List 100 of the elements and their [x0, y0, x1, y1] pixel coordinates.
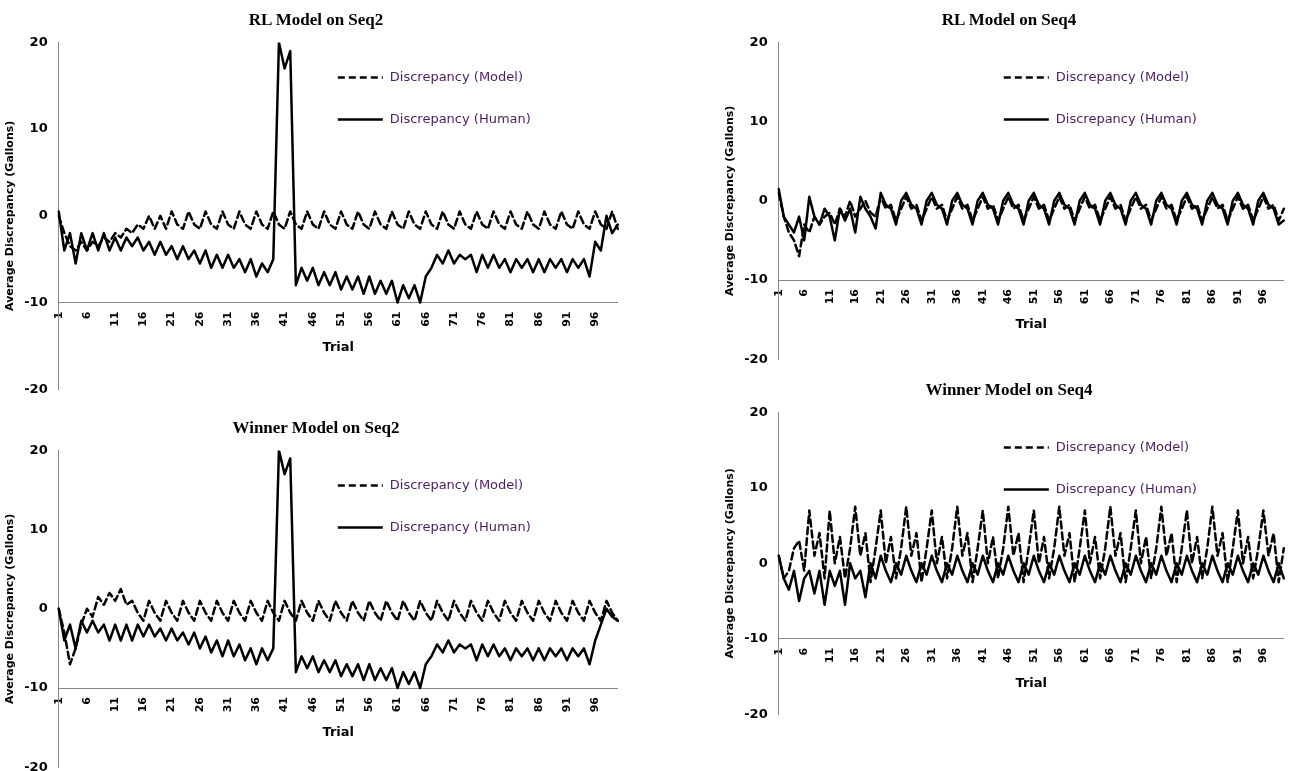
x-tick-label: 46 [305, 696, 319, 713]
y-tick-label: 10 [749, 479, 768, 495]
y-axis-title: Average Discrepancy (Gallons) [3, 120, 17, 311]
x-tick-label: 91 [1230, 289, 1244, 305]
x-tick-label: 16 [136, 311, 150, 327]
x-tick-label: 71 [1128, 647, 1142, 664]
y-tick-label: 0 [38, 600, 48, 616]
x-tick-label: 81 [503, 697, 517, 713]
x-tick-label: 56 [1052, 288, 1066, 305]
y-tick-label: 0 [38, 207, 48, 223]
x-tick-label: 36 [249, 696, 263, 713]
x-tick-label: 61 [390, 311, 404, 327]
x-axis-title: Trial [322, 724, 355, 740]
x-axis-title: Trial [1015, 675, 1048, 691]
x-tick-label: 31 [220, 311, 234, 327]
legend-label: Discrepancy (Model) [389, 476, 524, 492]
legend-label: Discrepancy (Model) [389, 68, 524, 84]
x-tick-label: 41 [277, 311, 291, 327]
x-tick-label: 51 [333, 697, 347, 713]
x-tick-label: 21 [164, 311, 178, 327]
x-tick-label: 51 [333, 311, 347, 327]
x-tick-label: 36 [950, 647, 964, 664]
legend-label: Discrepancy (Human) [1055, 110, 1197, 126]
x-tick-label: 71 [1128, 289, 1142, 305]
y-axis-title: Average Discrepancy (Gallons) [723, 468, 737, 659]
x-tick-label: 66 [418, 696, 432, 713]
x-tick-label: 86 [1205, 288, 1219, 305]
x-tick-label: 61 [390, 697, 404, 713]
x-tick-label: 31 [924, 647, 938, 664]
x-tick-label: 6 [797, 288, 811, 297]
y-tick-label: 20 [749, 33, 768, 49]
x-tick-label: 56 [362, 311, 376, 327]
x-tick-label: 21 [873, 647, 887, 664]
x-axis-title: Trial [1015, 316, 1048, 332]
x-tick-label: 36 [950, 288, 964, 305]
legend-label: Discrepancy (Model) [1055, 68, 1190, 84]
x-tick-label: 76 [475, 311, 489, 327]
x-tick-label: 26 [899, 647, 913, 664]
legend-label: Discrepancy (Human) [389, 110, 531, 126]
x-tick-label: 91 [559, 697, 573, 713]
y-tick-label: -20 [744, 350, 768, 366]
x-tick-label: 66 [1103, 647, 1117, 664]
x-tick-label: 11 [108, 697, 122, 713]
x-tick-label: 11 [822, 289, 836, 305]
x-tick-label: 66 [418, 311, 432, 327]
y-tick-label: -10 [744, 271, 768, 287]
y-tick-label: -10 [24, 679, 48, 695]
x-tick-label: 16 [848, 288, 862, 305]
x-tick-label: 71 [446, 697, 460, 713]
x-tick-label: 6 [79, 696, 93, 705]
x-tick-label: 91 [1230, 647, 1244, 664]
x-tick-label: 31 [220, 697, 234, 713]
y-tick-label: 10 [29, 520, 48, 536]
x-tick-label: 51 [1026, 289, 1040, 305]
y-tick-label: 10 [29, 120, 48, 136]
legend-label: Discrepancy (Human) [389, 518, 531, 534]
x-tick-label: 56 [1052, 647, 1066, 664]
x-tick-label: 56 [362, 696, 376, 713]
x-tick-label: 76 [1154, 647, 1168, 664]
x-tick-label: 71 [446, 311, 460, 327]
x-tick-label: 86 [1205, 647, 1219, 664]
chart-title: Winner Model on Seq4 [925, 379, 1094, 399]
y-tick-label: 20 [29, 33, 48, 49]
x-tick-label: 96 [1256, 647, 1270, 664]
x-tick-label: 96 [1256, 288, 1270, 305]
x-tick-label: 46 [1001, 288, 1015, 305]
x-tick-label: 11 [822, 647, 836, 664]
x-tick-label: 91 [559, 311, 573, 327]
x-axis-title: Trial [322, 338, 355, 354]
y-tick-label: 20 [29, 441, 48, 457]
y-axis-title: Average Discrepancy (Gallons) [723, 105, 737, 296]
y-tick-label: -10 [744, 630, 768, 646]
y-tick-label: -20 [744, 705, 768, 721]
x-tick-label: 61 [1077, 647, 1091, 664]
y-tick-label: -10 [24, 293, 48, 309]
x-tick-label: 86 [531, 311, 545, 327]
y-tick-label: 20 [749, 403, 768, 419]
y-tick-label: 0 [758, 554, 768, 570]
x-tick-label: 66 [1103, 288, 1117, 305]
x-tick-label: 86 [531, 696, 545, 713]
y-axis-title: Average Discrepancy (Gallons) [3, 513, 17, 704]
x-tick-label: 26 [192, 696, 206, 713]
y-tick-label: -20 [24, 380, 48, 396]
chart-title: RL Model on Seq2 [248, 9, 384, 29]
x-tick-label: 46 [305, 311, 319, 327]
y-tick-label: 0 [758, 192, 768, 208]
x-tick-label: 81 [1179, 647, 1193, 664]
x-tick-label: 96 [588, 696, 602, 713]
x-tick-label: 31 [924, 289, 938, 305]
y-tick-label: -20 [24, 758, 48, 771]
x-tick-label: 76 [1154, 288, 1168, 305]
x-tick-label: 76 [475, 696, 489, 713]
x-tick-label: 6 [79, 311, 93, 320]
chart-title: RL Model on Seq4 [941, 9, 1077, 29]
chart-title: Winner Model on Seq2 [232, 417, 400, 437]
x-tick-label: 21 [164, 697, 178, 713]
x-tick-label: 6 [797, 647, 811, 656]
x-tick-label: 46 [1001, 647, 1015, 664]
x-tick-label: 11 [108, 311, 122, 327]
x-tick-label: 41 [277, 697, 291, 713]
